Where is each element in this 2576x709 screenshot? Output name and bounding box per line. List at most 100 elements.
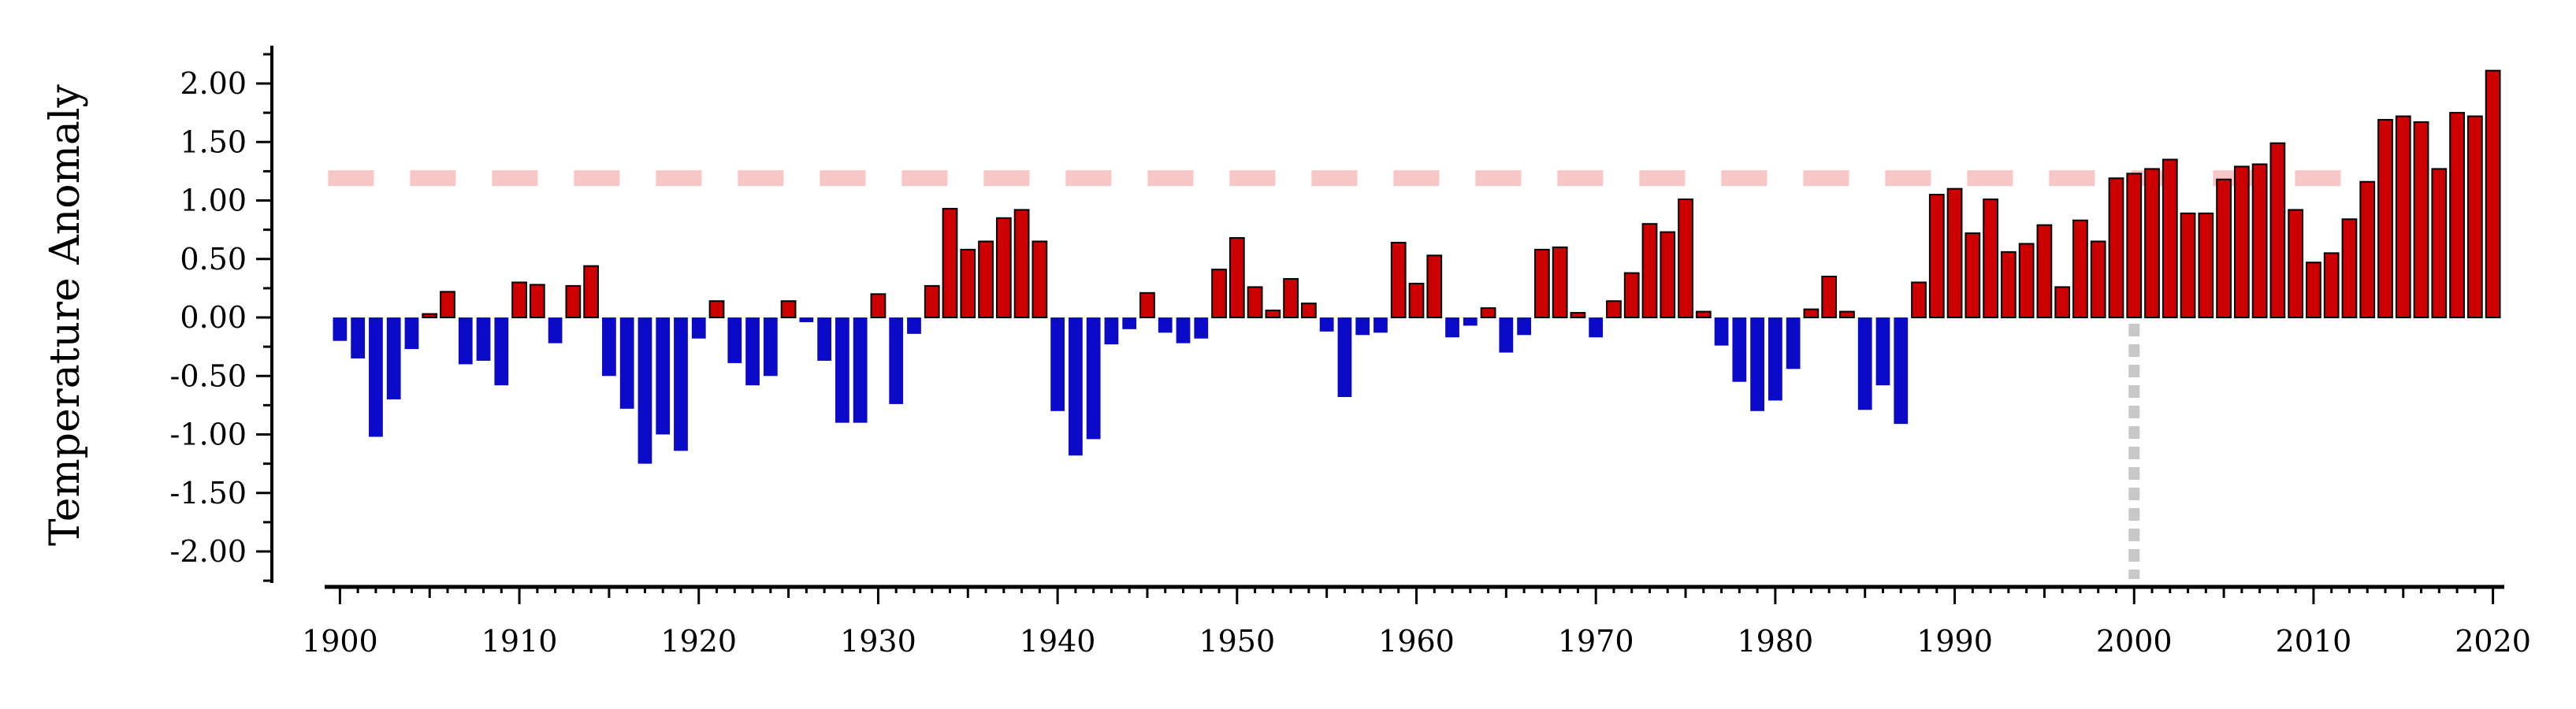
bar-1960 xyxy=(1408,282,1425,318)
bar-2008 xyxy=(2269,142,2286,318)
bar-2001 xyxy=(2144,168,2160,318)
bar-1949 xyxy=(1211,269,1227,318)
y-tick-label: 0.00 xyxy=(180,300,247,335)
bar-1906 xyxy=(440,291,455,318)
y-tick-label: -1.00 xyxy=(170,418,247,452)
bar-1959 xyxy=(1390,241,1407,318)
bar-1921 xyxy=(708,300,725,318)
bar-1995 xyxy=(2036,224,2053,318)
bar-1980 xyxy=(1768,317,1782,401)
bar-1973 xyxy=(1641,223,1658,319)
bar-1962 xyxy=(1445,317,1459,338)
bar-1904 xyxy=(404,317,419,350)
bar-1975 xyxy=(1678,199,1693,318)
bar-1976 xyxy=(1695,310,1712,319)
bar-1969 xyxy=(1570,312,1586,318)
x-tick-label: 2020 xyxy=(2455,624,2531,659)
bar-2003 xyxy=(2180,212,2196,318)
bar-2007 xyxy=(2251,163,2268,318)
x-tick-label: 2000 xyxy=(2096,624,2173,659)
bar-1983 xyxy=(1821,276,1838,318)
bar-1971 xyxy=(1606,300,1622,318)
bar-2015 xyxy=(2395,115,2411,318)
bar-1908 xyxy=(476,317,491,361)
bar-series xyxy=(333,69,2501,464)
bar-1988 xyxy=(1911,281,1927,319)
bar-2012 xyxy=(2341,218,2358,319)
bar-2009 xyxy=(2288,209,2304,318)
bar-1986 xyxy=(1875,317,1890,386)
bar-2017 xyxy=(2431,168,2448,318)
bar-2014 xyxy=(2377,119,2393,318)
bar-1902 xyxy=(369,317,383,437)
bar-1926 xyxy=(799,317,814,322)
bar-1974 xyxy=(1660,231,1676,318)
bar-1933 xyxy=(924,284,940,318)
bar-1909 xyxy=(494,317,509,386)
bar-1938 xyxy=(1013,209,1030,318)
bar-1987 xyxy=(1894,317,1909,425)
bar-1941 xyxy=(1069,317,1083,456)
bar-1944 xyxy=(1122,317,1137,329)
y-tick-label: 2.00 xyxy=(180,66,247,101)
bar-1946 xyxy=(1158,317,1173,333)
bar-1905 xyxy=(422,313,438,319)
bar-1947 xyxy=(1176,317,1191,343)
bar-1943 xyxy=(1104,317,1119,345)
bar-2018 xyxy=(2449,112,2465,318)
bar-1936 xyxy=(978,240,994,319)
bar-1923 xyxy=(745,317,760,386)
bar-1961 xyxy=(1426,254,1443,319)
bar-1911 xyxy=(529,284,545,319)
x-tick-label: 1940 xyxy=(1020,624,1096,659)
bar-1964 xyxy=(1480,307,1496,318)
bar-1917 xyxy=(637,317,652,464)
bar-1990 xyxy=(1946,187,1963,318)
bar-1918 xyxy=(656,317,671,435)
y-axis-title: Temperature Anomaly xyxy=(42,84,89,545)
bar-1979 xyxy=(1750,317,1764,411)
bar-1956 xyxy=(1337,317,1352,397)
x-tick-label: 1900 xyxy=(302,624,378,659)
x-tick-label: 1930 xyxy=(840,624,916,659)
bar-1978 xyxy=(1732,317,1747,382)
bar-2013 xyxy=(2359,180,2376,318)
bar-1967 xyxy=(1534,248,1550,318)
bar-1996 xyxy=(2054,286,2071,319)
bar-1998 xyxy=(2090,240,2106,319)
bar-1950 xyxy=(1229,237,1245,318)
bar-1997 xyxy=(2072,219,2088,318)
bar-1981 xyxy=(1786,317,1801,369)
bar-2002 xyxy=(2162,158,2178,318)
bar-1913 xyxy=(565,284,582,318)
bar-2005 xyxy=(2216,178,2232,318)
bar-1935 xyxy=(960,248,976,318)
bar-1953 xyxy=(1283,277,1299,318)
x-axis-ticks: 1900 1910 1920 1930 1940 1950 1960 1970 1980 1990… xyxy=(302,587,2531,659)
bar-1999 xyxy=(2108,177,2124,318)
bar-1948 xyxy=(1194,317,1209,339)
bar-1907 xyxy=(458,317,473,365)
bar-1966 xyxy=(1517,317,1531,336)
bar-1930 xyxy=(870,293,887,318)
bar-1915 xyxy=(602,317,616,377)
y-axis-ticks: 2.00 1.50 1.00 0.50 0.00 -0.50 -1.00 -1.50 -2.00 xyxy=(170,53,272,582)
bar-1934 xyxy=(942,207,958,318)
x-tick-label: 1970 xyxy=(1558,624,1634,659)
bar-1901 xyxy=(351,317,366,358)
bar-1929 xyxy=(853,317,868,423)
y-tick-label: -2.00 xyxy=(170,534,247,569)
bar-1952 xyxy=(1265,310,1281,318)
bar-1931 xyxy=(889,317,904,404)
bar-1922 xyxy=(727,317,742,363)
x-tick-label: 1990 xyxy=(1916,624,1993,659)
bar-1937 xyxy=(995,217,1012,318)
bar-1919 xyxy=(674,317,688,451)
bar-2004 xyxy=(2198,212,2214,318)
bar-1968 xyxy=(1552,246,1568,318)
bar-2010 xyxy=(2306,262,2321,318)
bar-1920 xyxy=(691,317,706,339)
bar-1942 xyxy=(1086,317,1101,440)
bar-2000 xyxy=(2126,173,2143,318)
